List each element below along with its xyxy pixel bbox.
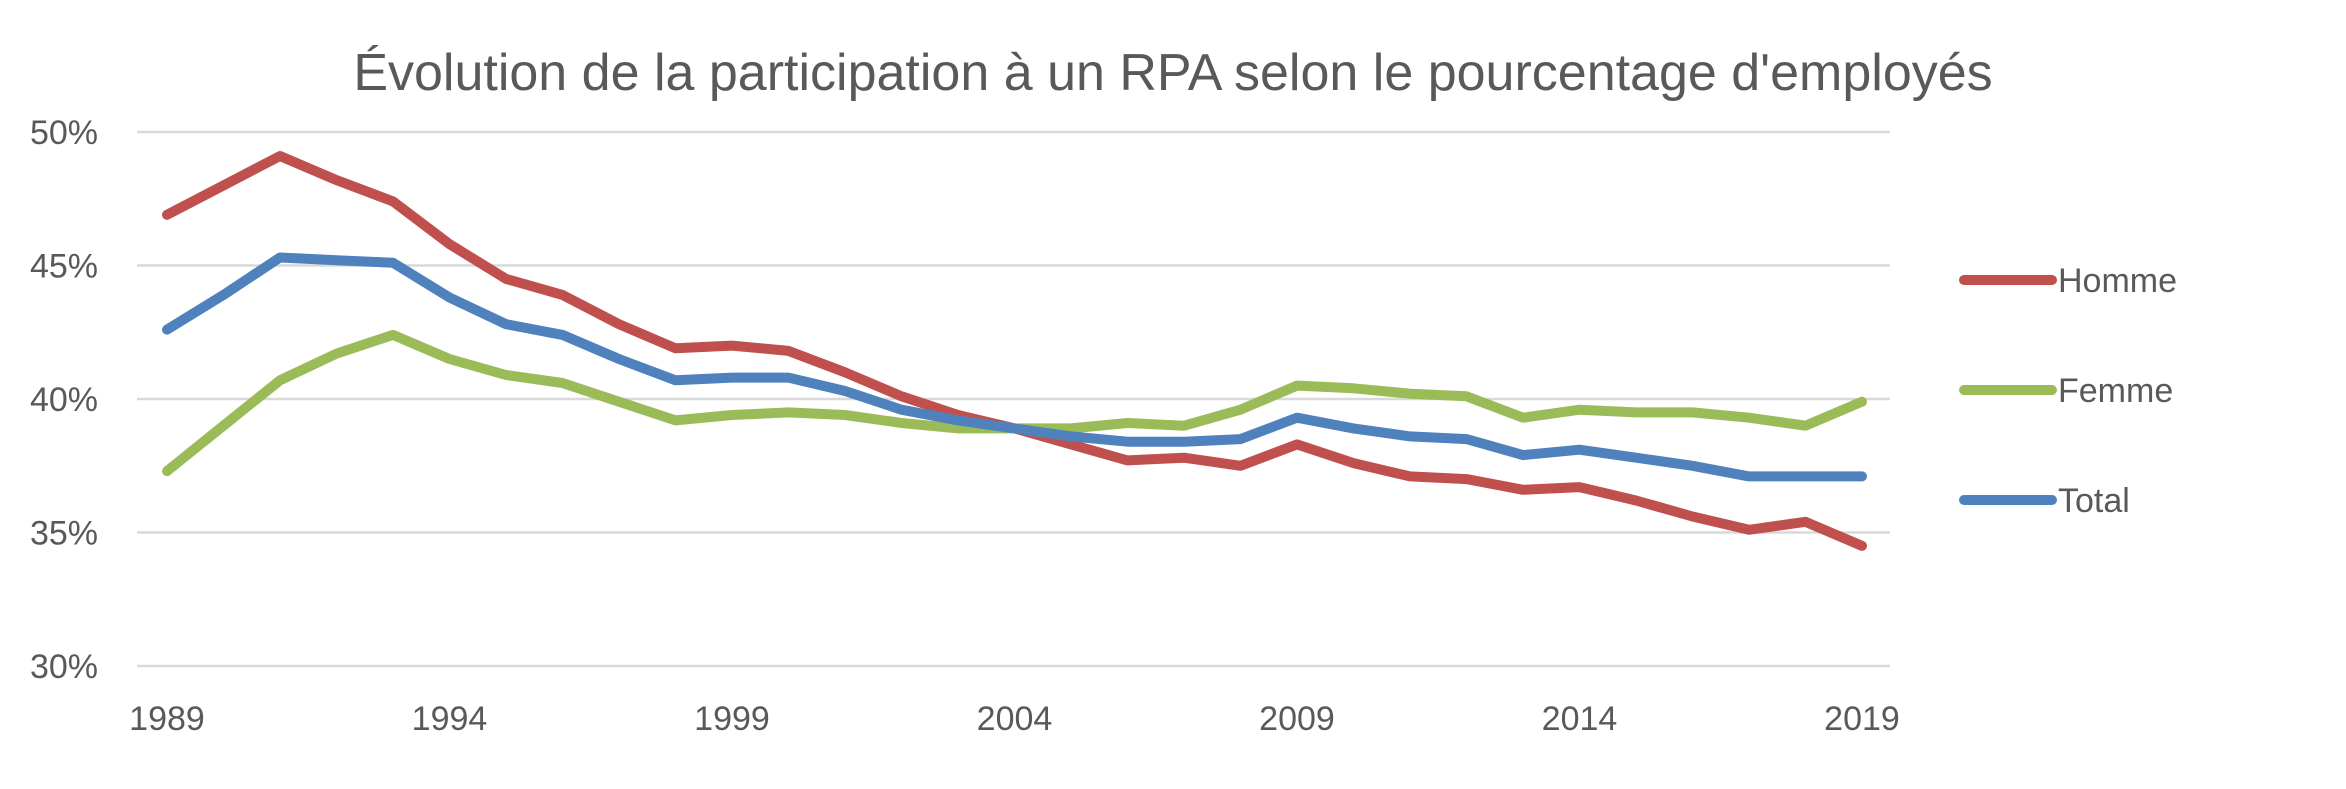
- series-line-total: [162, 252, 1867, 482]
- x-tick-label: 2004: [977, 700, 1053, 738]
- legend: Homme Femme Total: [1959, 262, 2177, 520]
- x-tick-label: 1994: [412, 700, 488, 738]
- y-tick-label: 40%: [30, 381, 98, 419]
- y-axis-tick-labels: 30% 35% 40% 45% 50%: [30, 114, 98, 686]
- x-tick-label: 1989: [129, 700, 205, 738]
- y-tick-label: 45%: [30, 248, 98, 286]
- x-tick-label: 2019: [1824, 700, 1900, 738]
- gridlines: [137, 130, 1890, 668]
- y-tick-label: 30%: [30, 648, 98, 686]
- chart-title: Évolution de la participation à un RPA s…: [353, 44, 1992, 102]
- legend-label-homme: Homme: [2058, 262, 2177, 300]
- series-lines: [162, 151, 1867, 551]
- y-tick-label: 35%: [30, 515, 98, 553]
- x-axis-tick-labels: 1989 1994 1999 2004 2009 2014 2019: [129, 700, 1900, 738]
- x-tick-label: 1999: [694, 700, 770, 738]
- x-tick-label: 2014: [1542, 700, 1618, 738]
- legend-label-total: Total: [2058, 482, 2130, 520]
- x-tick-label: 2009: [1259, 700, 1335, 738]
- y-tick-label: 50%: [30, 114, 98, 152]
- legend-label-femme: Femme: [2058, 372, 2173, 410]
